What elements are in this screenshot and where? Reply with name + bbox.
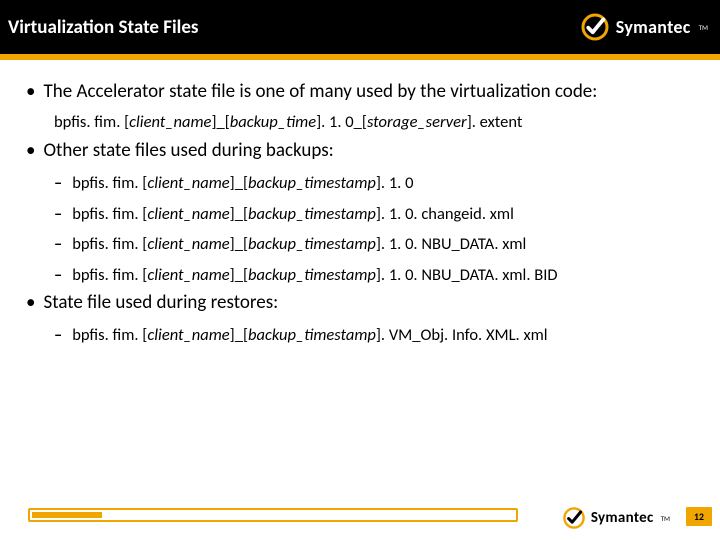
bullet-level-1: • State file used during restores: xyxy=(26,291,694,315)
dash-text: bpfis. fim. [client_name]_[backup_timest… xyxy=(72,265,694,286)
dash-item: –bpfis. fim. [client_name]_[backup_times… xyxy=(54,325,694,346)
check-ring-icon xyxy=(562,506,586,530)
header: Virtualization State Files Symantec TM xyxy=(0,0,720,54)
bullet-text: State file used during restores: xyxy=(43,291,694,315)
dash-item: –bpfis. fim. [client_name]_[backup_times… xyxy=(54,173,694,194)
footer-logo: Symantec TM xyxy=(562,506,670,530)
bullet-level-1: • Other state files used during backups: xyxy=(26,139,694,163)
brand-name: Symantec xyxy=(616,16,691,38)
bullet-dot: • xyxy=(26,291,35,315)
footer-progress-fill xyxy=(32,512,102,518)
footer-progress-bar xyxy=(28,508,518,522)
dash-item: –bpfis. fim. [client_name]_[backup_times… xyxy=(54,234,694,255)
dash-item: –bpfis. fim. [client_name]_[backup_times… xyxy=(54,265,694,286)
page-number: 12 xyxy=(686,507,712,526)
check-ring-icon xyxy=(580,12,610,42)
bullet-level-1: • The Accelerator state file is one of ma… xyxy=(26,80,694,104)
dash-bullet: – xyxy=(54,265,62,286)
footer-brand-name: Symantec xyxy=(591,509,654,527)
dash-bullet: – xyxy=(54,173,62,194)
bullet-text: The Accelerator state file is one of man… xyxy=(43,80,694,104)
dash-bullet: – xyxy=(54,204,62,225)
sub-line: bpfis. fim. [client_name]_[backup_time].… xyxy=(54,112,694,133)
dash-bullet: – xyxy=(54,325,62,346)
bullet-dot: • xyxy=(26,139,35,163)
dash-item: –bpfis. fim. [client_name]_[backup_times… xyxy=(54,204,694,225)
slide-title: Virtualization State Files xyxy=(8,16,199,39)
footer-trademark: TM xyxy=(661,514,670,523)
dash-text: bpfis. fim. [client_name]_[backup_timest… xyxy=(72,325,694,346)
trademark: TM xyxy=(699,23,708,32)
slide: Virtualization State Files Symantec TM •… xyxy=(0,0,720,540)
dash-text: bpfis. fim. [client_name]_[backup_timest… xyxy=(72,173,694,194)
dash-bullet: – xyxy=(54,234,62,255)
dash-text: bpfis. fim. [client_name]_[backup_timest… xyxy=(72,234,694,255)
footer: Symantec TM 12 xyxy=(0,500,720,540)
brand-logo: Symantec TM xyxy=(580,12,708,42)
bullet-text: Other state files used during backups: xyxy=(43,139,694,163)
dash-text: bpfis. fim. [client_name]_[backup_timest… xyxy=(72,204,694,225)
bullet-dot: • xyxy=(26,80,35,104)
content: • The Accelerator state file is one of ma… xyxy=(0,60,720,540)
